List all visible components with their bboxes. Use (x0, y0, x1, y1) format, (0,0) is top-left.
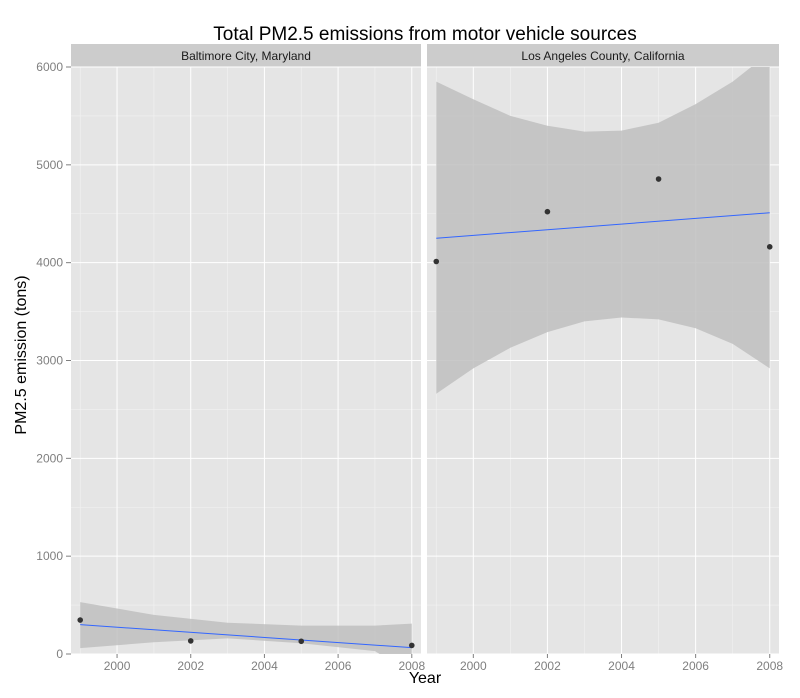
x-tick-label: 2006 (325, 659, 352, 673)
data-point (433, 258, 440, 265)
regression-line (436, 212, 770, 239)
data-point (544, 208, 551, 215)
x-tick-label: 2000 (460, 659, 487, 673)
y-tick-label: 4000 (36, 256, 63, 270)
y-tick-label: 5000 (36, 158, 63, 172)
y-tick-label: 2000 (36, 451, 63, 465)
y-tick-label: 6000 (36, 60, 63, 74)
facet-strip-label: Los Angeles County, California (521, 49, 685, 63)
facet-panel: Baltimore City, Maryland 2000 2002 2004 2006… (71, 44, 425, 673)
y-tick-label: 3000 (36, 354, 63, 368)
data-point (187, 638, 194, 644)
data-point (655, 176, 662, 182)
data-point (77, 617, 84, 623)
x-tick-label: 2002 (177, 659, 204, 673)
data-point (298, 638, 305, 645)
x-tick-label: 2002 (534, 659, 561, 673)
confidence-ribbon (80, 602, 412, 654)
y-tick-label: 1000 (36, 549, 63, 563)
x-axis-title: Year (409, 670, 442, 687)
confidence-ribbon (436, 67, 770, 394)
facet-panels: 0 1000 2000 3000 4000 5000 6000 Baltimore City,… (36, 44, 783, 673)
facet-strip-label: Baltimore City, Maryland (181, 49, 311, 63)
data-point (408, 642, 415, 649)
y-tick-label: 0 (56, 647, 63, 661)
facet-strip (427, 44, 779, 67)
y-axis-title: PM2.5 emission (tons) (13, 275, 30, 434)
chart-title: Total PM2.5 emissions from motor vehicle… (213, 24, 636, 45)
x-tick-label: 2004 (251, 659, 278, 673)
data-point (766, 244, 773, 250)
x-tick-label: 2006 (682, 659, 709, 673)
x-tick-label: 2000 (104, 659, 131, 673)
regression-line (80, 624, 412, 649)
x-tick-label: 2004 (608, 659, 635, 673)
x-tick-label: 2008 (398, 659, 425, 673)
facet-strip (71, 44, 421, 67)
x-tick-label: 2008 (756, 659, 783, 673)
facet-panel: Los Angeles County, California 2000 2002 20… (427, 44, 783, 673)
